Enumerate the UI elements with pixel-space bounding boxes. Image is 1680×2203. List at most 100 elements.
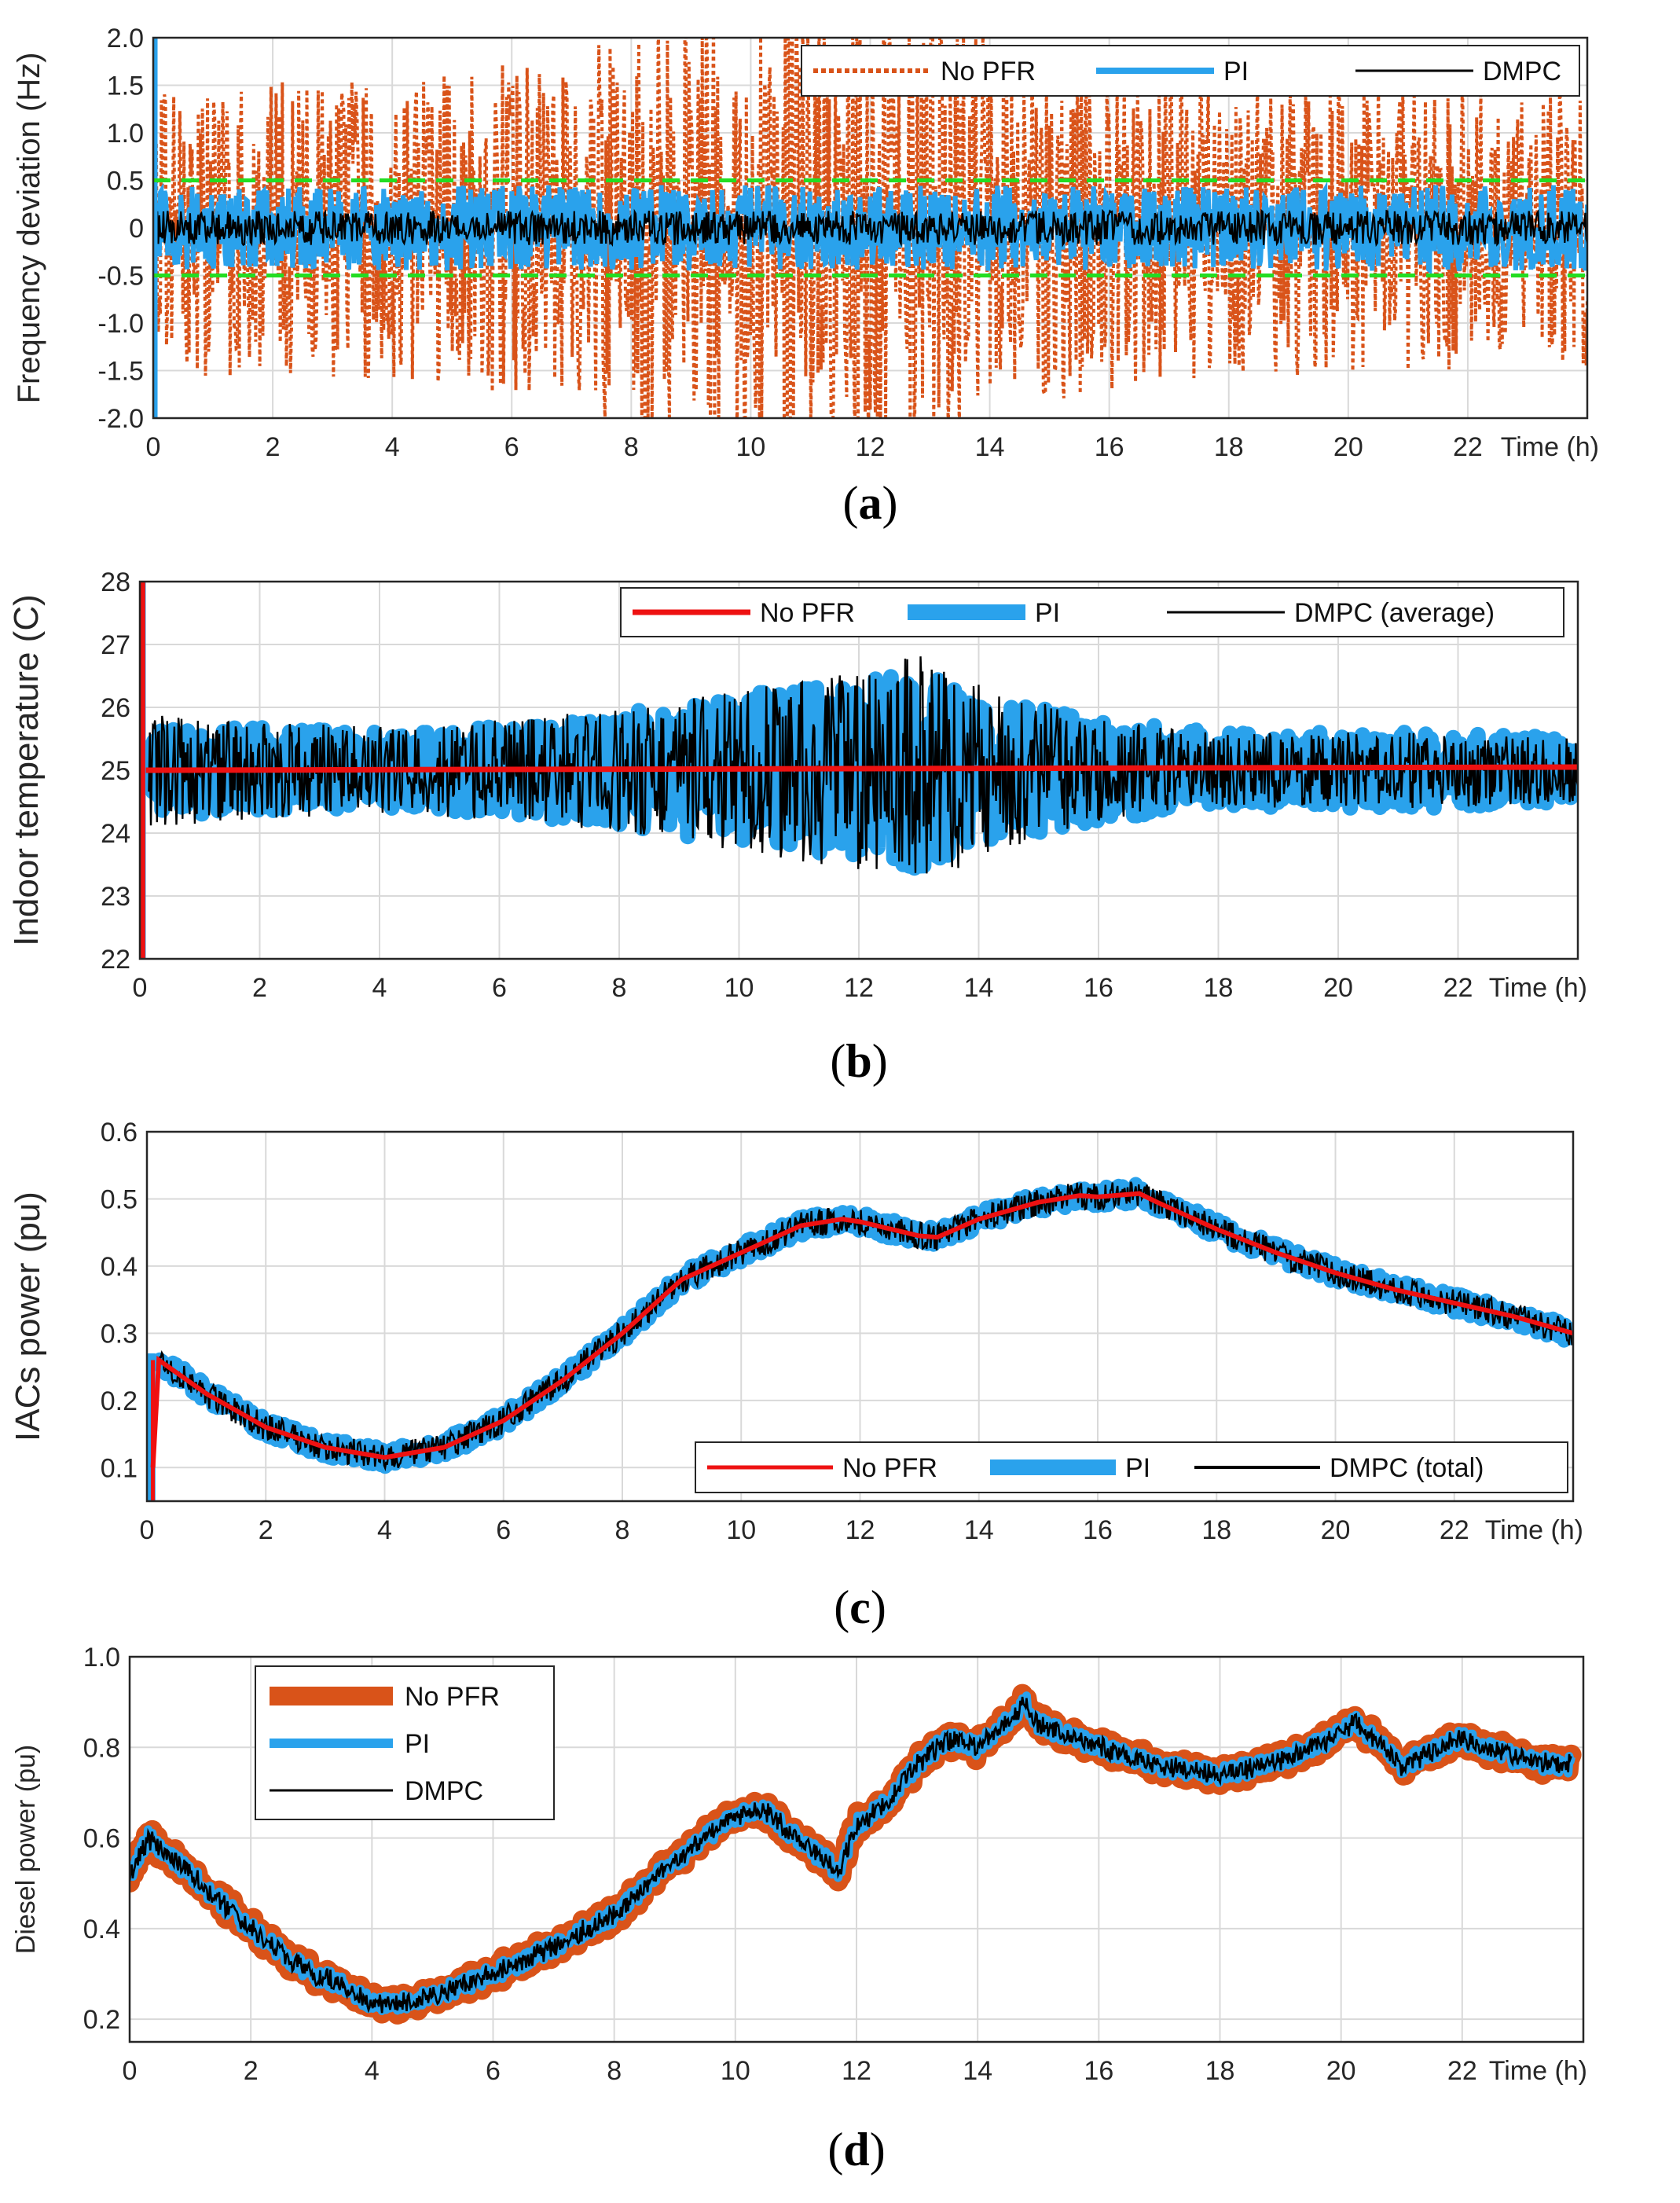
y-tick-label: 0.1 (101, 1453, 138, 1483)
x-tick-label: 20 (1323, 973, 1353, 1003)
x-tick-label: 4 (385, 432, 400, 462)
legend: No PFR PI DMPC (total) (695, 1441, 1568, 1493)
y-tick-label: 1.5 (107, 72, 144, 101)
x-axis-label: Time (h) (1501, 432, 1599, 462)
x-tick-label: 2 (266, 432, 281, 462)
series-line-dmpc (153, 208, 1587, 248)
y-tick-label: 0.4 (101, 1252, 138, 1282)
caption-close-paren: ) (871, 1581, 886, 1633)
x-tick-label: 14 (963, 2056, 992, 2086)
x-tick-label: 10 (726, 1515, 756, 1545)
y-tick-label: 0.3 (101, 1319, 138, 1349)
x-tick-label: 4 (372, 973, 387, 1003)
x-tick-label: 20 (1333, 432, 1363, 462)
chart-panel-c: 0 2 4 6 8 10 12 14 16 18 20 22 0.1 0.2 0.3 0.4 0.5 0.6 Tim… (9, 1118, 1583, 1633)
caption-letter: d (843, 2124, 869, 2175)
y-axis-label: Diesel power (pu) (11, 1745, 41, 1954)
y-axis-label: Frequency deviation (Hz) (12, 53, 46, 404)
series-group (153, 38, 1587, 418)
caption-open-paren: ( (827, 2124, 843, 2175)
y-tick-label: 1.0 (83, 1643, 120, 1672)
legend-box (620, 587, 1564, 637)
x-tick-label: 8 (615, 1515, 630, 1545)
x-tick-label: 0 (140, 1515, 155, 1545)
series-line-no-pfr (150, 1191, 1573, 1468)
y-tick-label: 0 (129, 214, 144, 244)
x-tick-label: 4 (377, 1515, 392, 1545)
y-tick-label: -1.0 (97, 309, 144, 339)
y-tick-label: 0.5 (107, 167, 144, 196)
series-line-dmpc (148, 656, 1578, 874)
x-tick-label: 16 (1083, 1515, 1113, 1545)
y-axis-label: Indoor temperature (C) (7, 594, 46, 946)
legend-label: No PFR (405, 1682, 500, 1712)
x-tick-label: 2 (259, 1515, 273, 1545)
legend-label: PI (1223, 57, 1249, 86)
y-axis-label: IACs power (pu) (9, 1191, 47, 1441)
x-tick-label: 14 (975, 432, 1005, 462)
x-axis-label: Time (h) (1489, 2056, 1587, 2086)
x-tick-label: 8 (612, 973, 627, 1003)
y-tick-label: 24 (101, 819, 130, 849)
y-tick-label: 0.2 (101, 1386, 138, 1416)
legend-label: No PFR (760, 598, 855, 628)
x-tick-label: 12 (856, 432, 886, 462)
x-tick-label: 20 (1326, 2056, 1356, 2086)
caption-close-paren: ) (882, 477, 898, 529)
y-tick-label: 1.0 (107, 119, 144, 149)
x-axis-label: Time (h) (1485, 1515, 1583, 1545)
x-tick-label: 0 (123, 2056, 138, 2086)
chart-panel-d: 0 2 4 6 8 10 12 14 16 18 20 22 0.2 0.4 0.6 0.8 1.0 Time (… (11, 1643, 1587, 2175)
y-tick-label: 22 (101, 945, 130, 975)
panel-caption: (d) (827, 2124, 885, 2175)
caption-letter: c (849, 1581, 871, 1633)
y-tick-label: 0.2 (83, 2005, 120, 2035)
y-tick-label: 23 (101, 882, 130, 912)
x-tick-label: 18 (1204, 973, 1234, 1003)
x-tick-label: 18 (1205, 2056, 1235, 2086)
x-tick-label: 6 (492, 973, 507, 1003)
y-tick-label: 25 (101, 756, 130, 786)
y-tick-label: 0.8 (83, 1733, 120, 1763)
legend: No PFR PI DMPC (average) (620, 587, 1564, 637)
caption-letter: b (846, 1035, 871, 1087)
series-line-pi (152, 1177, 1573, 1474)
legend-label: No PFR (941, 57, 1036, 86)
x-tick-label: 4 (365, 2056, 380, 2086)
axes-box (128, 1655, 1585, 2043)
legend-label: DMPC (1483, 57, 1561, 86)
x-tick-label: 2 (252, 973, 267, 1003)
y-tick-label: 0.6 (101, 1118, 138, 1147)
caption-close-paren: ) (870, 2124, 886, 2175)
y-tick-label: 28 (101, 567, 130, 597)
legend-box (695, 1441, 1568, 1493)
x-tick-label: 16 (1084, 973, 1113, 1003)
legend-label: PI (1035, 598, 1060, 628)
y-tick-label: 26 (101, 693, 130, 723)
y-tick-label: 2.0 (107, 24, 144, 53)
legend-label: DMPC (total) (1330, 1453, 1484, 1483)
x-axis-label: Time (h) (1489, 973, 1587, 1003)
series-group (130, 1683, 1582, 2025)
axes-box (152, 36, 1589, 420)
chart-panel-a: 0 2 4 6 8 10 12 14 16 18 20 22 -2.0 -1.5 -1.0 -0.5 0 0.5 1… (12, 24, 1599, 529)
legend-label: DMPC (405, 1776, 483, 1806)
x-tick-label: 14 (964, 973, 994, 1003)
x-tick-label: 6 (496, 1515, 511, 1545)
x-tick-label: 8 (607, 2056, 622, 2086)
series-line-no-pfr (153, 38, 1587, 418)
x-tick-label: 16 (1084, 2056, 1113, 2086)
caption-open-paren: ( (843, 477, 859, 529)
series-group (140, 582, 1578, 959)
legend-label: PI (405, 1729, 430, 1759)
x-tick-label: 0 (146, 432, 161, 462)
y-tick-label: 27 (101, 630, 130, 660)
series-line-dmpc (130, 1696, 1572, 2014)
legend-label: PI (1125, 1453, 1150, 1483)
x-tick-label: 12 (842, 2056, 871, 2086)
x-tick-label: 22 (1447, 2056, 1477, 2086)
series-line-no-pfr (145, 764, 1578, 773)
axes-box (138, 580, 1579, 960)
